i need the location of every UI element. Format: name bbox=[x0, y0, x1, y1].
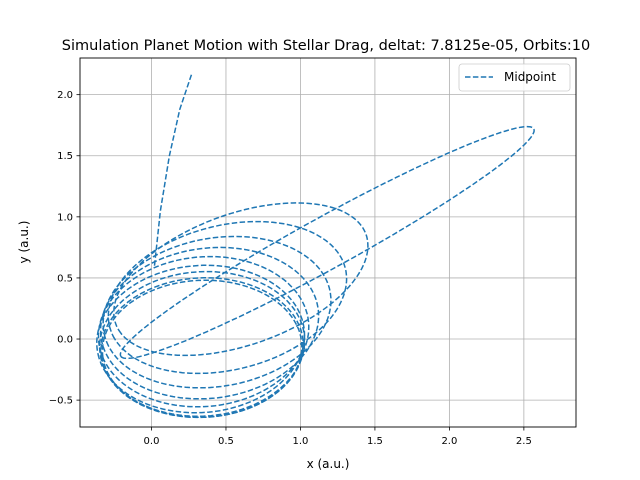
x-tick-label: 0.0 bbox=[144, 436, 160, 447]
axes-frame bbox=[79, 57, 577, 428]
y-tick-label: 0.5 bbox=[57, 273, 73, 284]
x-tick-label: 2.5 bbox=[516, 436, 532, 447]
orbit-path bbox=[97, 255, 310, 408]
y-tick-label: 1.5 bbox=[57, 151, 73, 162]
y-tick-label: −0.5 bbox=[49, 396, 73, 407]
x-tick-label: 2.0 bbox=[441, 436, 457, 447]
chart-title: Simulation Planet Motion with Stellar Dr… bbox=[62, 38, 590, 54]
plot-area bbox=[96, 73, 535, 419]
orbit-path bbox=[107, 220, 348, 375]
escape-trajectory bbox=[153, 73, 193, 266]
y-tick-label: 0.0 bbox=[57, 335, 73, 346]
orbit-path bbox=[100, 277, 304, 419]
axis-ticks: 0.0 0.5 1.0 1.5 2.0 2.5 −0.5 0.0 0.5 1.0 1.5 2.0 bbox=[49, 90, 532, 447]
orbit-path bbox=[102, 235, 332, 389]
orbit-path bbox=[99, 246, 320, 400]
legend-box bbox=[458, 63, 571, 92]
y-axis-label: y (a.u.) bbox=[17, 221, 31, 264]
orbit-path bbox=[113, 202, 369, 357]
legend: Midpoint bbox=[458, 63, 571, 92]
orbit-path bbox=[101, 279, 303, 419]
y-tick-label: 1.0 bbox=[57, 212, 73, 223]
x-tick-label: 0.5 bbox=[218, 436, 234, 447]
orbit-path bbox=[96, 264, 306, 414]
legend-series-label: Midpoint bbox=[504, 70, 556, 84]
orbit-path bbox=[119, 125, 535, 360]
x-tick-label: 1.0 bbox=[292, 436, 308, 447]
orbit-path bbox=[98, 270, 306, 418]
x-tick-label: 1.5 bbox=[367, 436, 383, 447]
x-axis-label: x (a.u.) bbox=[307, 457, 350, 471]
y-tick-label: 2.0 bbox=[57, 90, 73, 101]
